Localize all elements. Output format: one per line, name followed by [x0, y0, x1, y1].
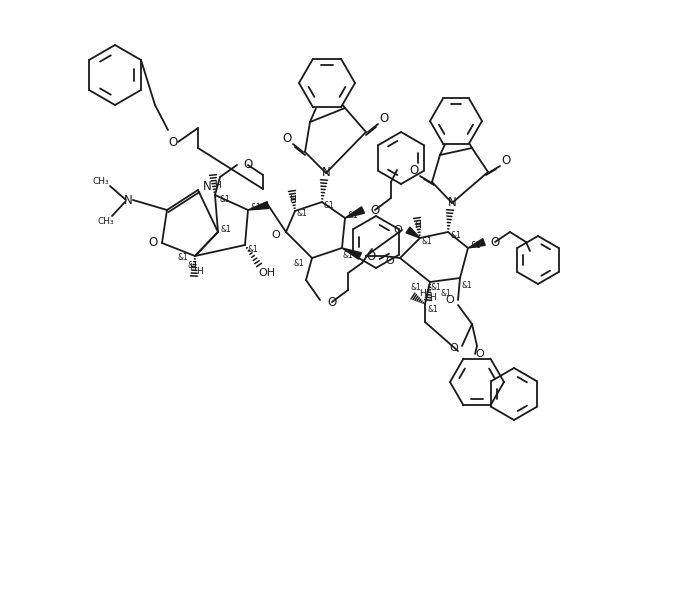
Text: O: O — [370, 204, 379, 216]
Text: &1: &1 — [462, 280, 473, 289]
Polygon shape — [406, 227, 420, 238]
Text: O: O — [410, 163, 419, 176]
Text: O: O — [149, 236, 158, 249]
Text: &1: &1 — [323, 201, 334, 210]
Text: O: O — [446, 295, 454, 305]
Text: &1: &1 — [440, 289, 451, 298]
Text: &1: &1 — [427, 305, 438, 314]
Text: &1: &1 — [221, 226, 232, 235]
Text: N: N — [123, 194, 132, 207]
Text: N: N — [447, 197, 456, 210]
Text: O: O — [327, 295, 336, 308]
Text: O: O — [282, 131, 292, 144]
Text: H: H — [197, 267, 203, 276]
Text: &1: &1 — [410, 283, 421, 292]
Text: O: O — [379, 112, 388, 125]
Text: O: O — [490, 235, 499, 248]
Polygon shape — [345, 207, 364, 218]
Text: H: H — [290, 195, 297, 204]
Text: O: O — [475, 349, 484, 359]
Text: CH₃: CH₃ — [98, 217, 114, 226]
Text: CH₃: CH₃ — [92, 178, 110, 187]
Text: H: H — [414, 222, 421, 230]
Text: OH: OH — [258, 268, 275, 278]
Text: H: H — [420, 289, 426, 299]
Text: O: O — [272, 230, 280, 240]
Text: &1: &1 — [451, 232, 462, 241]
Text: &1: &1 — [188, 261, 199, 270]
Text: O: O — [449, 343, 458, 353]
Text: &1: &1 — [471, 241, 482, 249]
Polygon shape — [468, 239, 485, 248]
Text: O: O — [243, 159, 252, 172]
Polygon shape — [248, 201, 269, 210]
Text: O: O — [169, 135, 177, 148]
Text: O: O — [393, 225, 402, 235]
Text: H: H — [190, 264, 197, 273]
Text: H: H — [214, 181, 221, 189]
Text: &1: &1 — [297, 210, 308, 219]
Text: N: N — [203, 181, 212, 194]
Text: &1: &1 — [247, 245, 258, 254]
Polygon shape — [342, 248, 362, 259]
Text: H: H — [429, 292, 436, 302]
Text: O: O — [366, 249, 375, 263]
Text: &1: &1 — [177, 254, 188, 263]
Text: &1: &1 — [294, 258, 304, 267]
Text: &1: &1 — [422, 238, 432, 247]
Text: &1: &1 — [342, 251, 353, 260]
Text: &1: &1 — [251, 204, 262, 213]
Text: &1: &1 — [431, 283, 441, 292]
Text: &1: &1 — [220, 194, 230, 204]
Text: O: O — [501, 153, 510, 166]
Text: O: O — [386, 256, 395, 266]
Text: N: N — [322, 166, 330, 179]
Text: &1: &1 — [347, 210, 358, 220]
